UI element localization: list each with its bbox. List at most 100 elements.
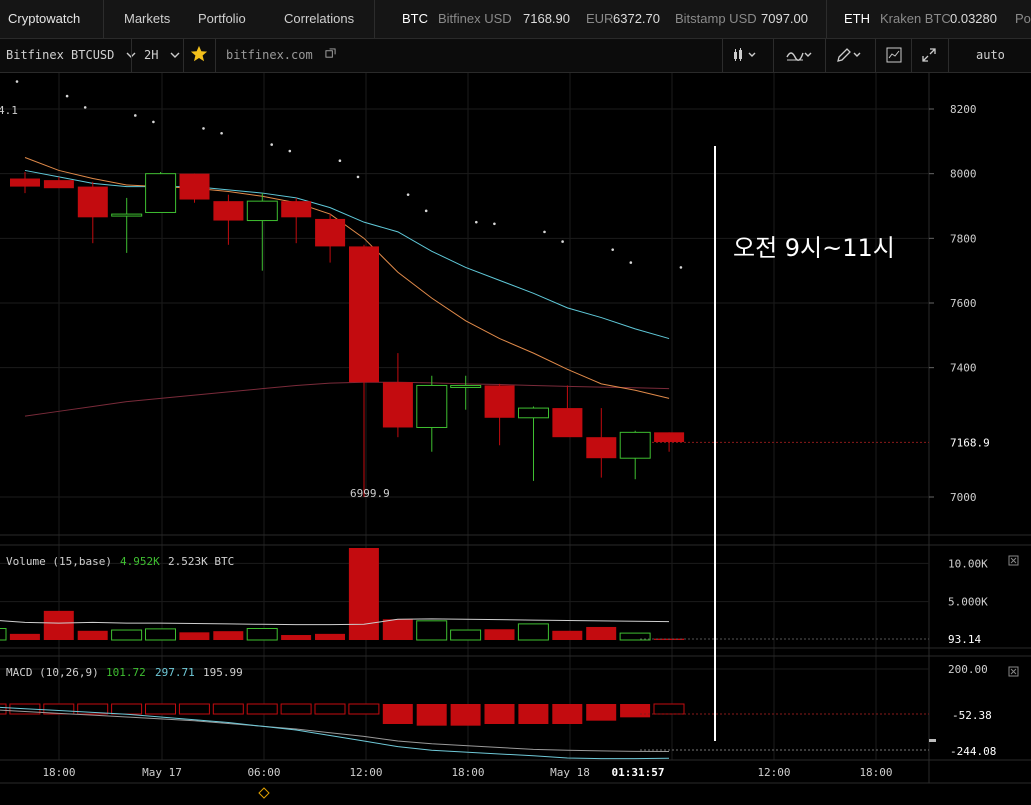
eth-symbol[interactable]: ETH [844, 11, 870, 26]
exchange-link[interactable]: bitfinex.com [226, 39, 336, 72]
divider [948, 39, 949, 72]
candle-body[interactable] [518, 407, 549, 419]
candle-body[interactable] [246, 200, 278, 222]
sar-dot [220, 131, 223, 135]
macd-histogram-bar [212, 703, 244, 715]
nav-markets[interactable]: Markets [124, 11, 171, 26]
sar-dot [475, 220, 478, 224]
btc-bitstamp-price[interactable]: 7097.00 [761, 11, 808, 26]
candle-body[interactable] [349, 246, 379, 383]
sar-dot [356, 175, 360, 179]
close-icon[interactable] [1008, 555, 1019, 566]
divider [825, 39, 826, 72]
sar-dot [561, 240, 564, 243]
volume-value-quote: 2.523K BTC [168, 555, 234, 568]
volume-bar [213, 631, 244, 640]
candle-body[interactable] [586, 437, 617, 459]
candle-body[interactable] [552, 408, 583, 438]
price-tick-label: 7400 [950, 362, 977, 375]
macd-tick-label: 200.00 [948, 663, 988, 676]
candle-body[interactable] [179, 173, 210, 200]
candle-body[interactable] [450, 384, 482, 388]
chart-settings-icon[interactable] [886, 47, 902, 64]
time-axis-label: 01:31:57 [612, 766, 665, 779]
brand-logo[interactable]: Cryptowatch [8, 11, 81, 26]
sar-dot [134, 114, 137, 117]
nav-portfolio[interactable]: Portfolio [198, 11, 246, 26]
candle-body[interactable] [382, 382, 413, 428]
candle-body[interactable] [145, 173, 177, 213]
pencil-icon[interactable] [836, 47, 864, 64]
period-selector[interactable]: 2H [144, 39, 180, 72]
overflow-ticker[interactable]: Po [1015, 11, 1031, 26]
nav-correlations[interactable]: Correlations [284, 11, 355, 26]
sar-dot [152, 120, 155, 124]
expand-icon[interactable] [921, 47, 937, 64]
candlestick-icon[interactable] [733, 47, 761, 64]
volume-value-base: 4.952K [120, 555, 160, 568]
macd-line [0, 706, 670, 760]
star-icon[interactable] [190, 45, 208, 65]
volume-bar [0, 628, 7, 641]
divider [722, 39, 723, 72]
low-price-annotation: 6999.9 [350, 487, 390, 500]
volume-bar [281, 635, 312, 640]
sar-dot [83, 106, 87, 109]
btc-bitfinex-price[interactable]: 7168.90 [523, 11, 570, 26]
btc-bitstamp-label[interactable]: Bitstamp USD [675, 11, 757, 26]
chevron-down-icon [126, 52, 136, 58]
candle-body[interactable] [654, 432, 685, 443]
time-axis-label: 06:00 [247, 766, 280, 779]
close-icon[interactable] [1010, 668, 1017, 675]
macd-value-1: 101.72 [106, 666, 146, 679]
candle-body[interactable] [77, 186, 108, 218]
volume-moving-average [0, 618, 670, 626]
btc-eur-label[interactable]: EUR [586, 11, 614, 26]
macd-histogram-bar [348, 703, 380, 715]
macd-axis-marker [929, 739, 936, 742]
volume-bar [450, 629, 482, 641]
candle-body[interactable] [484, 385, 515, 418]
volume-bar [145, 628, 176, 641]
partial-price-label: 4.1 [0, 104, 18, 117]
divider [215, 39, 216, 72]
event-marker-icon[interactable] [258, 787, 270, 799]
indicators-icon[interactable] [786, 47, 814, 64]
volume-bar [348, 548, 379, 640]
btc-bitfinex-label[interactable]: Bitfinex USD [438, 11, 512, 26]
time-axis-label: 18:00 [859, 766, 892, 779]
price-tick-label: 7800 [950, 232, 977, 245]
sar-dot [288, 149, 292, 153]
close-icon[interactable] [1010, 557, 1017, 564]
close-icon[interactable] [1008, 666, 1019, 677]
macd-histogram-bar [518, 704, 549, 724]
btc-eur-price[interactable]: 6372.70 [613, 11, 660, 26]
candle-body[interactable] [10, 178, 40, 187]
volume-bar [517, 623, 549, 641]
volume-bar [246, 628, 278, 641]
moving-average-fast [24, 157, 670, 399]
moving-average-long [24, 381, 670, 417]
candle-body[interactable] [315, 218, 346, 247]
volume-bar [315, 633, 345, 640]
candle-body[interactable] [281, 201, 312, 218]
market-selector[interactable]: Bitfinex BTCUSD [6, 39, 136, 72]
macd-histogram-bar [43, 703, 75, 715]
candle-body[interactable] [111, 213, 143, 217]
price-chart[interactable]: 8200 8000 7800 7600 7400 7000 7168.9 4.1 6999.9 1… [0, 73, 1031, 805]
macd-histogram-bar [653, 703, 685, 715]
eth-kraken-price[interactable]: 0.03280 [950, 11, 997, 26]
volume-bar [552, 630, 583, 640]
macd-indicator-label: MACD (10,26,9) [6, 666, 99, 679]
auto-scale-button[interactable]: auto [976, 48, 1005, 62]
candle-body[interactable] [619, 431, 651, 459]
btc-symbol[interactable]: BTC [402, 11, 428, 26]
current-price-label: 7168.9 [950, 436, 990, 449]
candle-body[interactable] [213, 201, 244, 221]
eth-kraken-label[interactable]: Kraken BTC [880, 11, 951, 26]
candle-body[interactable] [43, 180, 74, 189]
candle-body[interactable] [416, 384, 448, 428]
macd-histogram-bar [246, 703, 278, 715]
sar-dot [629, 261, 633, 264]
time-axis-label: 18:00 [451, 766, 484, 779]
